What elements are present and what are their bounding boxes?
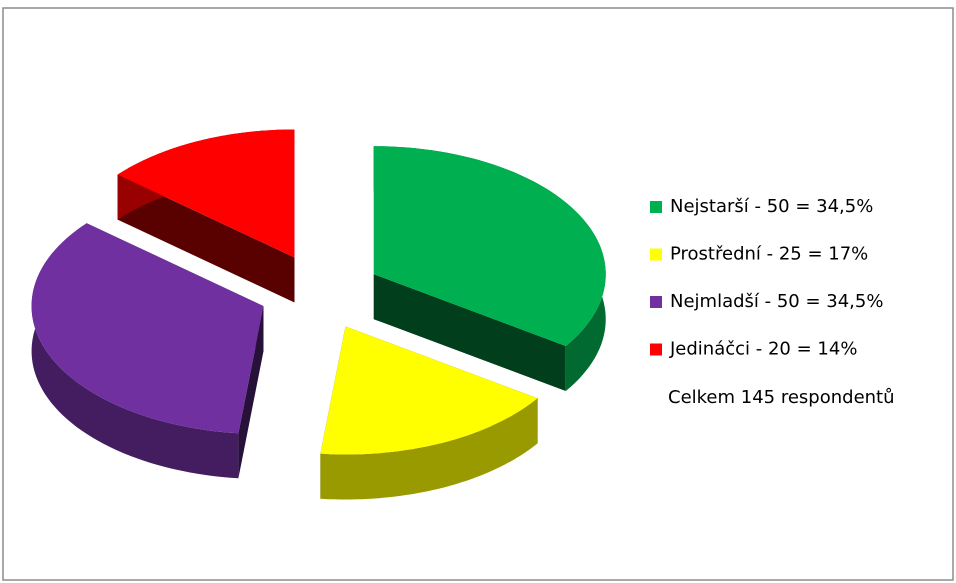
legend-label: Jedináčci - 20 = 14% bbox=[669, 339, 857, 360]
annotation: Celkem 145 respondentů bbox=[668, 387, 895, 408]
legend-swatch bbox=[650, 248, 662, 261]
legend-swatch bbox=[650, 296, 662, 308]
slice-top bbox=[31, 223, 264, 434]
legend-label: Prostřední - 25 = 17% bbox=[670, 244, 868, 265]
legend-swatch bbox=[650, 343, 662, 356]
legend-swatch bbox=[650, 201, 662, 213]
slice-radial-side bbox=[373, 274, 566, 391]
legend-label: Nejstarší - 50 = 34,5% bbox=[670, 196, 873, 217]
slice-top bbox=[320, 326, 538, 455]
slice-outer-side bbox=[31, 223, 239, 479]
slice-outer-side bbox=[320, 398, 538, 500]
slice-top bbox=[373, 146, 606, 346]
slice-radial-side bbox=[238, 306, 264, 479]
legend-label: Nejmladší - 50 = 34,5% bbox=[670, 291, 883, 312]
slice-radial-side bbox=[117, 174, 295, 303]
slice-top bbox=[117, 129, 295, 258]
